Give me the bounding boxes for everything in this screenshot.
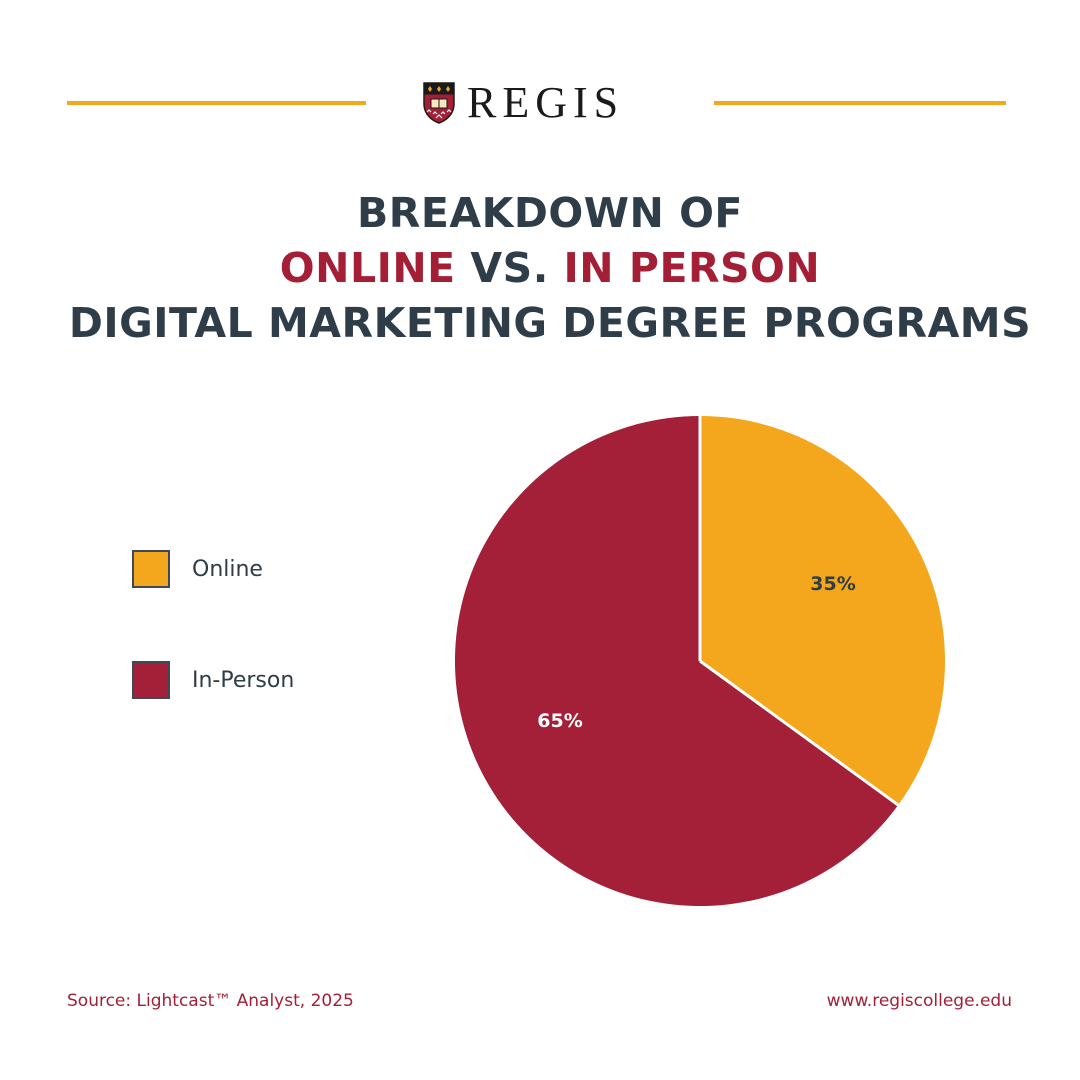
header-rule-left (67, 101, 366, 105)
title-online: ONLINE (279, 244, 456, 292)
title-in-person: IN PERSON (563, 244, 821, 292)
chart-title: BREAKDOWN OF ONLINE VS. IN PERSON DIGITA… (0, 186, 1080, 351)
legend-swatch-in-person (132, 661, 170, 699)
title-line-2: ONLINE VS. IN PERSON (0, 241, 1080, 296)
title-line-3: DIGITAL MARKETING DEGREE PROGRAMS (68, 299, 1032, 347)
legend-label-online: Online (192, 556, 263, 582)
website-link[interactable]: www.regiscollege.edu (826, 991, 1012, 1011)
title-vs: VS. (455, 244, 564, 292)
chart-legend: Online In-Person (132, 548, 294, 770)
pie-separator-lower (699, 659, 900, 807)
header-rule-right (714, 101, 1006, 105)
legend-swatch-online (132, 550, 170, 588)
brand-logo: REGIS (423, 80, 624, 126)
source-citation: Source: Lightcast™ Analyst, 2025 (67, 991, 354, 1011)
pie-label-in-person: 65% (537, 710, 582, 732)
pie-chart: 35% 65% (454, 415, 945, 906)
regis-crest-shield-icon (423, 82, 455, 124)
pie-label-online: 35% (810, 573, 855, 595)
legend-item-in-person: In-Person (132, 659, 294, 701)
title-line-1: BREAKDOWN OF (357, 189, 743, 237)
legend-label-in-person: In-Person (192, 667, 295, 693)
pie-slice-in-person (454, 416, 899, 906)
legend-item-online: Online (132, 548, 294, 590)
pie-slice-online (700, 416, 945, 805)
brand-wordmark: REGIS (467, 78, 625, 127)
